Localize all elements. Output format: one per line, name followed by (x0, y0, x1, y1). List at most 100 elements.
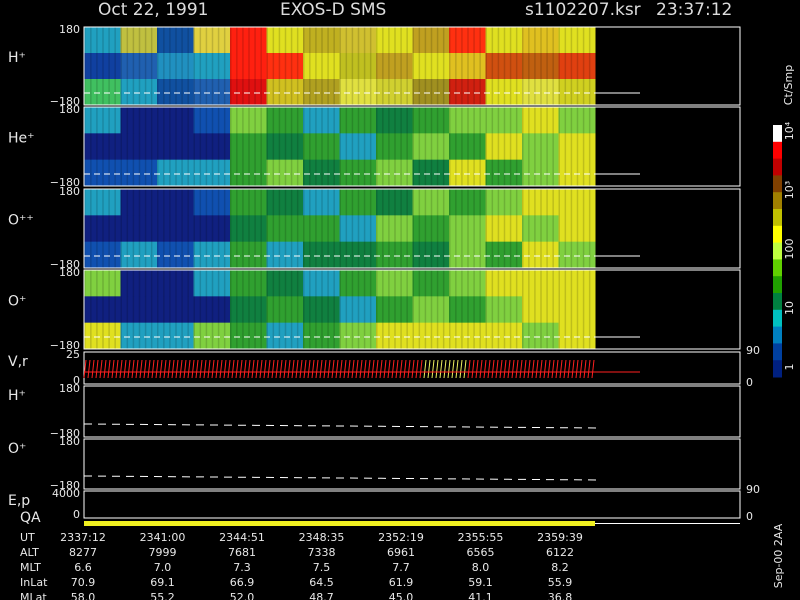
spectrogram-stripe (528, 27, 530, 105)
spectrogram-stripe (90, 107, 92, 186)
spectrogram-stripe (309, 107, 311, 186)
velocity-tick (183, 359, 187, 379)
spectrogram-stripe (400, 107, 402, 186)
spectrogram-cell (558, 322, 596, 350)
velocity-tick (175, 359, 179, 379)
spectrogram-stripe (254, 270, 256, 349)
spectrogram-cell (412, 322, 450, 350)
spectrogram-stripe (102, 107, 104, 186)
spectrogram-stripe (351, 189, 354, 268)
spectrogram-stripe (528, 189, 530, 268)
y-tick-label: −180 (50, 95, 80, 108)
spectrogram-stripe (187, 270, 189, 349)
spectrogram-stripe (351, 27, 354, 105)
spectrogram-stripe (449, 27, 451, 105)
spectrogram-stripe (418, 189, 421, 268)
colorbar-swatch (773, 192, 782, 210)
spectrogram-stripe (558, 270, 560, 349)
row-value: 58.0 (71, 591, 96, 600)
spectrogram-stripe (357, 27, 360, 105)
row-value: 2341:00 (140, 531, 186, 544)
spectrogram-cell (376, 215, 413, 243)
spectrogram-stripe (382, 270, 384, 349)
spectrogram-stripe (199, 270, 202, 349)
spectrogram-cell (449, 79, 486, 106)
spectrogram-stripe (339, 107, 341, 186)
spectrogram-stripe (296, 107, 299, 186)
velocity-tick (299, 359, 303, 379)
spectrogram-stripe (138, 270, 141, 349)
spectrogram-stripe (175, 270, 177, 349)
spectrogram-stripe (296, 27, 299, 105)
spectrogram-stripe (327, 27, 329, 105)
spectrogram-stripe (132, 270, 135, 349)
velocity-tick (291, 359, 295, 379)
spectrogram-stripe (558, 107, 560, 186)
spectrogram-stripe (90, 27, 92, 105)
spectrogram-cell (120, 53, 158, 80)
spectrogram-stripe (345, 27, 348, 105)
spectrogram-stripe (175, 27, 177, 105)
spectrogram-stripe (254, 107, 256, 186)
spectrogram-stripe (552, 270, 554, 349)
spectrogram-stripe (546, 27, 548, 105)
velocity-tick (227, 359, 231, 379)
spectrogram-stripe (296, 270, 299, 349)
row-value: 7.0 (154, 561, 172, 574)
y-tick-label: 25 (66, 348, 80, 361)
spectrogram-cell (193, 79, 231, 106)
spectrogram-cell (339, 241, 377, 269)
spectrogram-stripe (84, 270, 86, 349)
spectrogram-stripe (509, 107, 512, 186)
spectrogram-stripe (132, 107, 135, 186)
spectrogram-stripe (242, 107, 244, 186)
spectrogram-stripe (303, 270, 305, 349)
spectrogram-stripe (376, 27, 378, 105)
spectrogram-cell (157, 53, 194, 80)
spectrogram-cell (412, 189, 450, 216)
spectrogram-stripe (369, 107, 372, 186)
panel-label: E,p (8, 493, 30, 509)
spectrogram-stripe (181, 189, 183, 268)
spectrogram-stripe (278, 107, 281, 186)
spectrogram-cell (84, 53, 121, 80)
spectrogram-stripe (582, 107, 585, 186)
spectrogram-cell (449, 322, 486, 350)
spectrogram-stripe (278, 189, 281, 268)
colorbar-tick-label: 10⁴ (783, 121, 796, 140)
spectrogram-stripe (217, 270, 220, 349)
spectrogram-stripe (169, 107, 171, 186)
spectrogram-stripe (248, 107, 250, 186)
velocity-tick (339, 359, 343, 379)
spectrogram-cell (84, 215, 121, 243)
spectrogram-cell (339, 107, 377, 134)
row-value: 8277 (69, 546, 97, 559)
velocity-tick (343, 359, 347, 379)
spectrogram-cell (193, 241, 231, 269)
spectrogram-cell (157, 159, 194, 187)
spectrogram-stripe (272, 189, 275, 268)
spectrogram-cell (157, 27, 194, 54)
y-tick-label: −180 (50, 176, 80, 189)
spectrogram-stripe (132, 27, 135, 105)
spectrogram-stripe (522, 189, 524, 268)
velocity-tick (411, 359, 415, 379)
spectrogram-cell (303, 322, 340, 350)
spectrogram-stripe (406, 107, 408, 186)
spectrogram-cell (84, 322, 121, 350)
colorbar-tick-label: 10³ (783, 181, 796, 199)
velocity-tick (583, 359, 587, 379)
spectrogram-stripe (205, 27, 208, 105)
colorbar-swatch (773, 209, 782, 227)
velocity-tick (455, 359, 459, 379)
colorbar-swatch (773, 259, 782, 277)
spectrogram-stripe (309, 189, 311, 268)
y-tick-label: 180 (59, 23, 80, 36)
spectrogram-stripe (163, 189, 165, 268)
spectrogram-cell (485, 215, 523, 243)
velocity-tick (351, 359, 355, 379)
spectrogram-stripe (369, 27, 372, 105)
spectrogram-stripe (455, 270, 457, 349)
velocity-tick (163, 359, 167, 379)
spectrogram-stripe (175, 107, 177, 186)
